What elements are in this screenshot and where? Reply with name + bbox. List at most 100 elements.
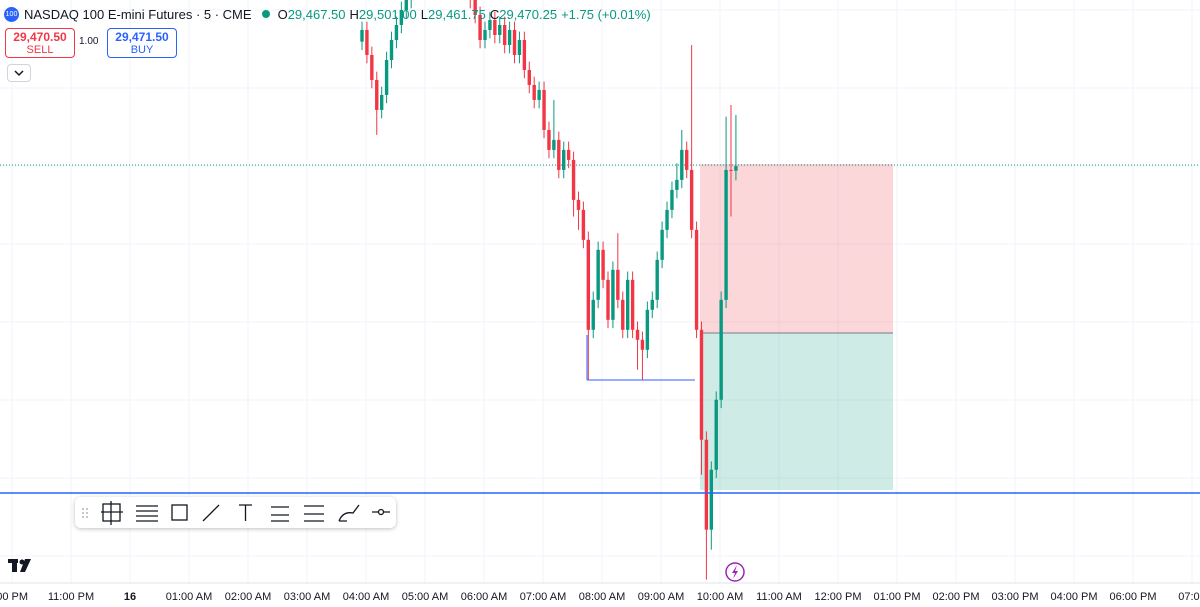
candle-body (660, 229, 664, 260)
ohlc-label: L (420, 6, 428, 22)
candle-body (537, 89, 541, 100)
tool-lines[interactable] (136, 505, 158, 522)
time-label: :00 PM (0, 591, 28, 603)
time-axis: :00 PM 11:00 PM 16 01:00 AM 02:00 AM 03:00 AM… (0, 591, 1200, 603)
symbol-title[interactable]: NASDAQ 100 E-mini Futures · 5 · CME (24, 6, 252, 22)
time-label: 04:00 AM (343, 591, 389, 603)
symbol-badge: 100 (4, 6, 19, 22)
candle-body (689, 169, 694, 230)
candle-body (621, 299, 625, 330)
candle-body (399, 9, 404, 25)
tool-text[interactable] (239, 504, 252, 521)
ohlc-value: 29,461.75 (428, 6, 486, 22)
candle-body (704, 439, 709, 530)
symbol-header: 100 NASDAQ 100 E-mini Futures · 5 · CME … (4, 5, 655, 23)
time-label: 09:00 AM (638, 591, 684, 603)
ohlc-item: O29,467.50 (278, 7, 346, 22)
candle-body (734, 166, 738, 171)
candle-body (542, 89, 546, 130)
candle-body (714, 399, 718, 470)
buy-button[interactable]: 29,471.50 BUY (107, 28, 177, 58)
sell-price: 29,470.50 (13, 30, 67, 44)
time-label: 02:00 AM (225, 591, 271, 603)
collapse-button[interactable] (7, 64, 31, 82)
candle-body (404, 0, 408, 10)
candle-body (665, 209, 669, 230)
candle-body (493, 19, 497, 35)
sell-button[interactable]: 29,470.50 SELL (5, 28, 75, 58)
drawing-toolbar (75, 497, 396, 528)
candle-body (527, 69, 531, 85)
ohlc-label: O (277, 6, 288, 22)
time-label: 02:00 PM (932, 591, 979, 603)
candle-body (606, 279, 610, 320)
candle-body (365, 29, 369, 55)
time-label: 10:00 AM (697, 591, 743, 603)
candle-body (616, 269, 620, 300)
candle-body (566, 149, 571, 160)
ohlc-item: L29,461.75 (421, 7, 486, 22)
candle-body (498, 24, 502, 35)
candle-body (473, 0, 477, 15)
time-label: 08:00 AM (579, 591, 625, 603)
market-status (261, 10, 270, 18)
tool-short[interactable] (304, 505, 324, 522)
candle-body (625, 279, 630, 330)
candle-body (591, 299, 595, 330)
candle-body (650, 299, 654, 310)
time-label: 03:00 AM (284, 591, 330, 603)
candle-body (478, 14, 482, 40)
candle-body (645, 309, 650, 350)
toolbar-icons (82, 501, 390, 525)
candle-body (596, 249, 600, 300)
candle-body (517, 39, 522, 55)
candles (360, 0, 738, 580)
time-label: 01:00 AM (166, 591, 212, 603)
candle-body (680, 149, 684, 180)
candle-body (360, 29, 364, 42)
candle-body (694, 229, 699, 330)
candle-body (375, 79, 379, 110)
time-label: 05:00 AM (402, 591, 448, 603)
tool-long[interactable] (271, 506, 289, 522)
time-label: 12:00 PM (814, 591, 861, 603)
time-label: 16 (124, 591, 136, 603)
tool-rect[interactable] (171, 504, 188, 521)
candle-body (675, 179, 679, 190)
lightning-button[interactable] (725, 562, 745, 582)
candle-body (670, 189, 674, 210)
candle-body (640, 339, 645, 350)
candle-body (611, 269, 615, 320)
quantity[interactable]: 1.00 (79, 36, 99, 47)
tool-more[interactable] (372, 508, 390, 516)
candle-body (552, 139, 556, 150)
candle-body (522, 39, 527, 70)
buy-label: BUY (130, 44, 154, 56)
candle-body (571, 159, 576, 200)
candle-body (685, 149, 689, 170)
candle-body (502, 24, 507, 45)
candle-body (370, 54, 374, 80)
time-label: 03:00 PM (991, 591, 1038, 603)
target-zone (700, 333, 893, 490)
candle-body (699, 329, 704, 440)
ohlc-label: C (489, 6, 500, 22)
time-label: 11:00 AM (756, 591, 802, 603)
tv-logo (8, 559, 31, 572)
stop-zone (700, 164, 893, 333)
ohlc-item: H29,501.00 (350, 7, 417, 22)
time-label: 04:00 PM (1050, 591, 1097, 603)
candle-body (635, 329, 640, 340)
candle-body (389, 39, 394, 60)
tool-position[interactable] (101, 501, 123, 525)
time-label: 07:00 AM (520, 591, 566, 603)
change: +1.75 (+0.01%) (561, 6, 651, 22)
tool-brush[interactable] (338, 504, 360, 522)
tool-trendline[interactable] (202, 504, 220, 522)
grid (0, 0, 1200, 583)
candle-body (655, 259, 659, 300)
buy-price: 29,471.50 (115, 30, 169, 44)
sell-label: SELL (26, 44, 54, 56)
candle-body (724, 169, 728, 300)
